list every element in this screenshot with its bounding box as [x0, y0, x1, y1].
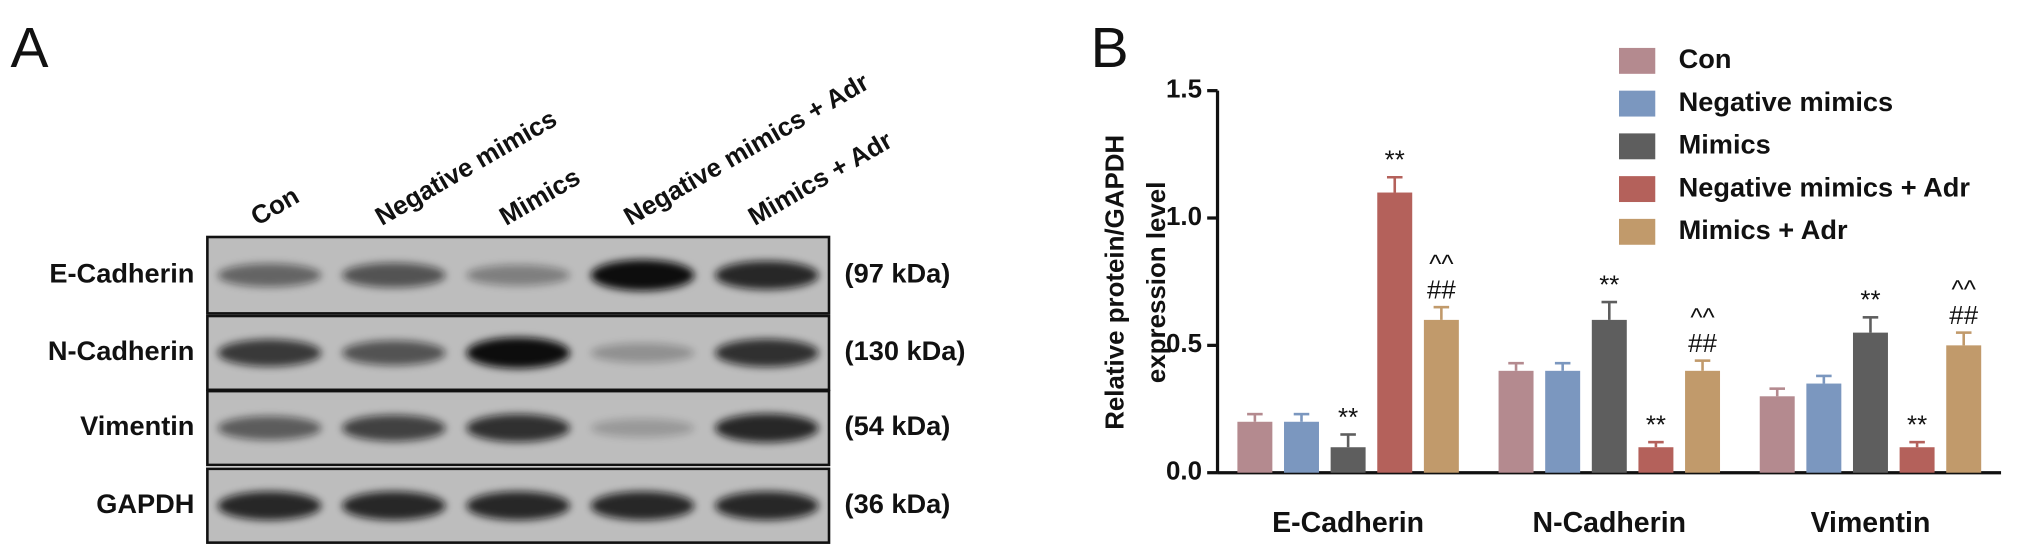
blot-band: [342, 491, 446, 521]
blot-band: [466, 491, 570, 521]
bar: [1237, 421, 1273, 473]
x-tick-label: E-Cadherin: [1272, 507, 1424, 539]
significance-mark: **: [1599, 271, 1619, 299]
blot-band: [715, 413, 819, 443]
legend-label: Mimics + Adr: [1679, 214, 1848, 245]
legend-swatch: [1619, 218, 1656, 245]
bar: [1377, 192, 1413, 473]
blot-band: [217, 263, 322, 287]
blot-band: [217, 339, 322, 367]
panel-label: B: [1091, 16, 1129, 80]
blot-band: [217, 491, 322, 521]
blot-band: [715, 491, 819, 521]
row-label: E-Cadherin: [49, 257, 194, 288]
bar: [1498, 370, 1534, 473]
blot-band: [466, 414, 570, 443]
blot-band: [590, 343, 695, 363]
legend-swatch: [1619, 90, 1656, 117]
bar: [1423, 319, 1459, 473]
blot-band: [715, 338, 819, 367]
blot-band: [466, 337, 570, 369]
blot-band: [466, 264, 570, 286]
lane-label: Mimics: [495, 163, 585, 231]
bar: [1759, 396, 1795, 473]
bar: [1852, 332, 1888, 473]
significance-mark: ##: [1949, 302, 1978, 330]
bar: [1545, 370, 1581, 473]
legend-swatch: [1619, 176, 1656, 203]
legend-swatch: [1619, 133, 1656, 160]
blot-band: [342, 414, 446, 442]
bar: [1899, 447, 1935, 473]
panel-label: A: [11, 16, 49, 80]
y-tick-label: 0.0: [1166, 458, 1202, 486]
y-axis-label: expression level: [1143, 182, 1171, 384]
legend-label: Negative mimics: [1679, 86, 1894, 117]
blot-band: [590, 418, 695, 438]
legend-label: Con: [1679, 43, 1732, 74]
significance-mark: ^^: [1952, 276, 1977, 304]
legend-label: Negative mimics + Adr: [1679, 171, 1971, 202]
significance-mark: **: [1338, 404, 1358, 432]
y-tick-label: 1.0: [1166, 203, 1202, 231]
significance-mark: ^^: [1429, 251, 1454, 279]
size-label: (36 kDa): [845, 488, 951, 519]
significance-mark: **: [1907, 411, 1927, 439]
blot-band: [590, 259, 695, 291]
bar: [1284, 421, 1319, 473]
legend-label: Mimics: [1679, 129, 1771, 160]
size-label: (54 kDa): [845, 410, 951, 441]
y-axis-label: Relative protein/GAPDH: [1101, 135, 1129, 430]
y-tick-label: 1.5: [1166, 75, 1202, 103]
blot-band: [342, 262, 446, 288]
lane-label: Con: [246, 182, 304, 231]
blot-band: [715, 260, 819, 290]
x-tick-label: N-Cadherin: [1533, 507, 1687, 539]
legend-swatch: [1619, 47, 1656, 74]
blot-band: [217, 415, 322, 441]
row-label: Vimentin: [80, 410, 194, 441]
bar: [1330, 447, 1366, 473]
significance-mark: ^^: [1690, 304, 1715, 332]
size-label: (97 kDa): [845, 257, 951, 288]
significance-mark: **: [1646, 411, 1666, 439]
bar: [1685, 370, 1721, 473]
y-tick-label: 0.5: [1166, 330, 1202, 358]
row-label: N-Cadherin: [48, 335, 195, 366]
bar: [1591, 319, 1627, 473]
x-tick-label: Vimentin: [1811, 507, 1931, 539]
significance-mark: **: [1385, 147, 1405, 175]
bar: [1806, 383, 1842, 473]
significance-mark: ##: [1427, 276, 1456, 304]
bar: [1946, 345, 1982, 473]
blot-band: [342, 340, 446, 366]
significance-mark: ##: [1688, 330, 1717, 358]
significance-mark: **: [1860, 287, 1880, 315]
blot-band: [590, 491, 695, 521]
size-label: (130 kDa): [845, 335, 966, 366]
row-label: GAPDH: [96, 488, 194, 519]
bar: [1638, 447, 1674, 473]
